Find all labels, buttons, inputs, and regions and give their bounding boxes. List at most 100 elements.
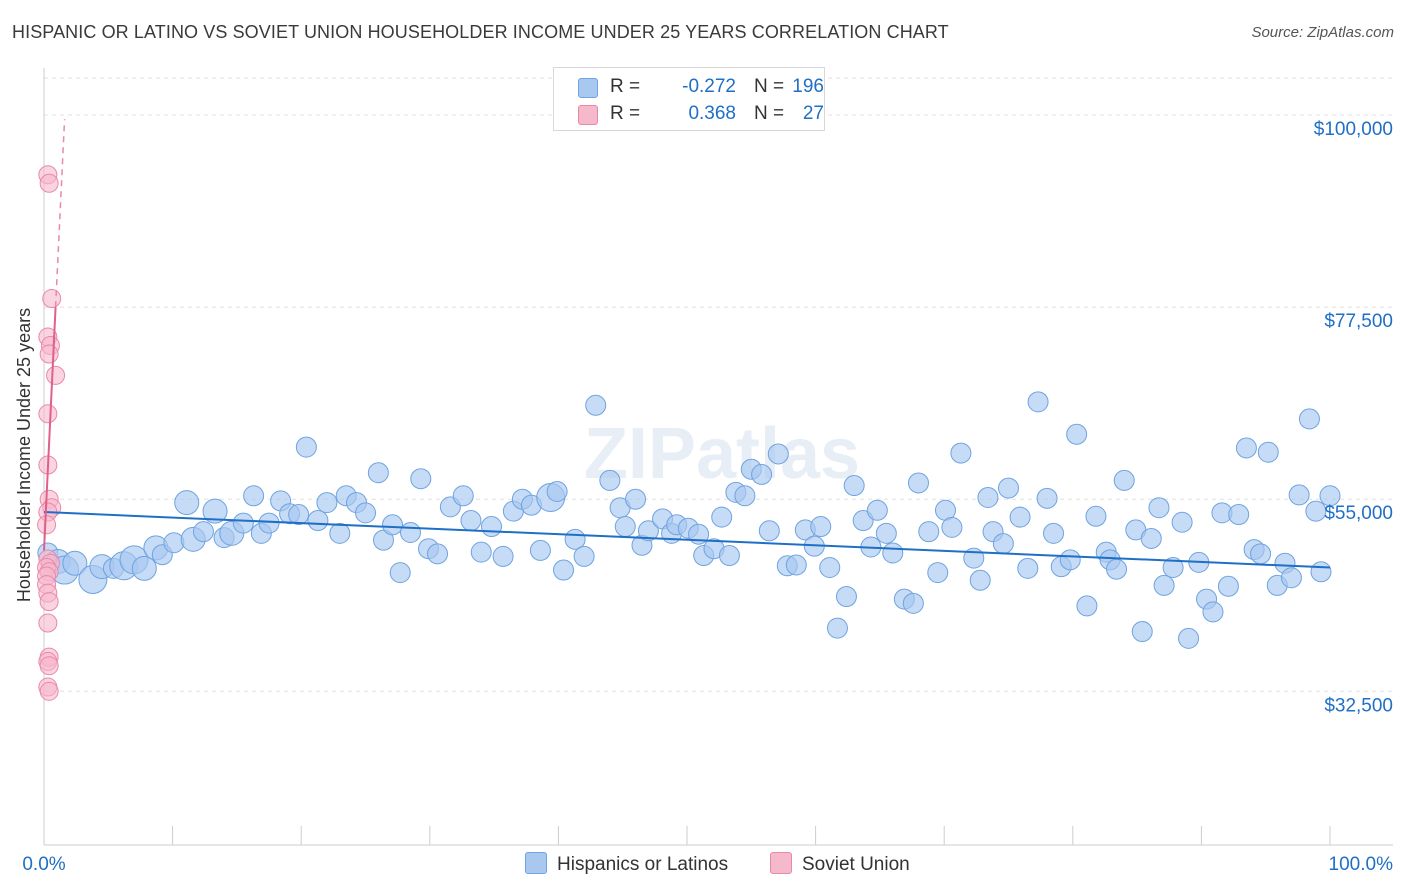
data-point-hispanic [852,510,874,532]
data-point-soviet [39,656,59,676]
data-point-hispanic [492,545,514,567]
data-point-soviet [39,173,59,193]
data-point-hispanic [452,485,474,507]
y-tick-label: $77,500 [1324,311,1393,332]
trend-line-hispanic [43,511,1331,569]
data-point-hispanic [637,520,659,542]
data-point-hispanic [969,569,991,591]
data-point-hispanic [1162,557,1184,578]
data-point-hispanic [400,521,422,543]
legend-r-label: R = [610,76,641,97]
data-point-soviet [39,344,59,364]
data-point-hispanic [1113,469,1135,491]
data-point-hispanic [941,516,963,538]
data-point-hispanic [1202,601,1224,623]
legend-n-value: 196 [792,76,824,97]
x-tick-label: 0.0% [22,854,65,875]
bottom-legend-swatch-pink [770,852,792,874]
data-point-hispanic [992,533,1014,555]
bottom-legend-soviet: Soviet Union [770,852,910,876]
data-point-hispanic [810,516,832,538]
data-point-hispanic [767,443,789,465]
data-point-hispanic [1043,522,1065,544]
data-point-hispanic [1280,567,1302,589]
data-point-hispanic [427,543,449,565]
data-point-hispanic [758,520,780,542]
data-point-hispanic [163,532,185,554]
watermark: ZIPatlas [584,414,860,494]
data-point-hispanic [843,475,865,497]
data-point-hispanic [882,542,904,564]
data-point-hispanic [232,512,254,534]
data-point-hispanic [382,514,404,536]
data-point-hispanic [1017,557,1039,579]
data-point-soviet [38,613,58,633]
legend-r-label: R = [610,103,641,124]
data-point-hispanic [1319,485,1341,507]
data-point-hispanic [1036,487,1058,509]
data-point-hispanic [977,486,999,508]
data-point-hispanic [1298,408,1320,430]
data-point-hispanic [835,586,857,608]
correlation-legend: R = -0.272 N = 196 R = 0.368 N = 27 [553,67,825,131]
data-point-hispanic [1305,500,1327,522]
data-point-hispanic [1228,504,1250,526]
legend-r-value: 0.368 [688,103,736,124]
data-point-hispanic [355,502,376,524]
data-point-hispanic [1106,558,1128,580]
data-point-hispanic [1066,423,1088,445]
data-point-hispanic [1059,549,1081,571]
data-point-hispanic [585,394,607,416]
data-point-hispanic [907,472,929,494]
data-point-hispanic [1085,505,1107,527]
data-point-soviet [39,681,59,701]
data-point-hispanic [410,468,432,490]
data-point-soviet [42,289,62,309]
data-point-hispanic [1178,627,1200,649]
data-point-hispanic [460,510,482,532]
series-soviet-points [37,165,66,701]
data-point-hispanic [819,557,841,578]
y-tick-label: $100,000 [1314,119,1393,140]
data-point-hispanic [918,521,940,543]
data-point-hispanic [866,499,888,521]
legend-swatch-blue [578,78,598,98]
data-point-hispanic [1250,543,1272,565]
data-point-hispanic [1027,391,1049,413]
y-tick-label: $32,500 [1324,695,1393,716]
data-point-hispanic [751,463,773,485]
data-point-hispanic [625,488,647,510]
y-axis-label: Householder Income Under 25 years [14,308,34,602]
trend-lines [43,119,1331,569]
data-point-hispanic [998,477,1019,499]
data-point-hispanic [950,442,972,464]
data-point-hispanic [1171,511,1193,533]
data-point-hispanic [546,481,568,503]
data-point-soviet [38,404,58,424]
data-point-hispanic [1217,575,1239,597]
data-point-hispanic [174,490,200,516]
data-point-hispanic [826,617,848,639]
data-point-hispanic [1288,484,1310,506]
legend-n-value: 27 [802,103,824,124]
tick-labels: $32,500 $55,000 $77,500 $100,000 0.0% 100.0% [22,119,1393,875]
chart-title: HISPANIC OR LATINO VS SOVIET UNION HOUSE… [12,22,949,42]
data-point-hispanic [470,541,492,563]
data-point-hispanic [1153,574,1175,596]
legend-swatch-pink [578,105,598,125]
legend-n-label: N = [754,76,785,97]
data-point-hispanic [258,512,280,534]
data-point-hispanic [389,562,411,584]
grid-lines [44,77,1393,692]
data-point-hispanic [1310,561,1332,583]
data-point-soviet [46,365,66,385]
legend-n-label: N = [754,103,785,124]
data-point-soviet [37,515,57,535]
legend-r-value: -0.272 [682,76,736,97]
data-point-hispanic [316,492,338,514]
data-point-hispanic [599,469,621,491]
data-point-hispanic [329,522,351,544]
data-point-hispanic [785,554,807,576]
data-point-hispanic [573,545,595,567]
